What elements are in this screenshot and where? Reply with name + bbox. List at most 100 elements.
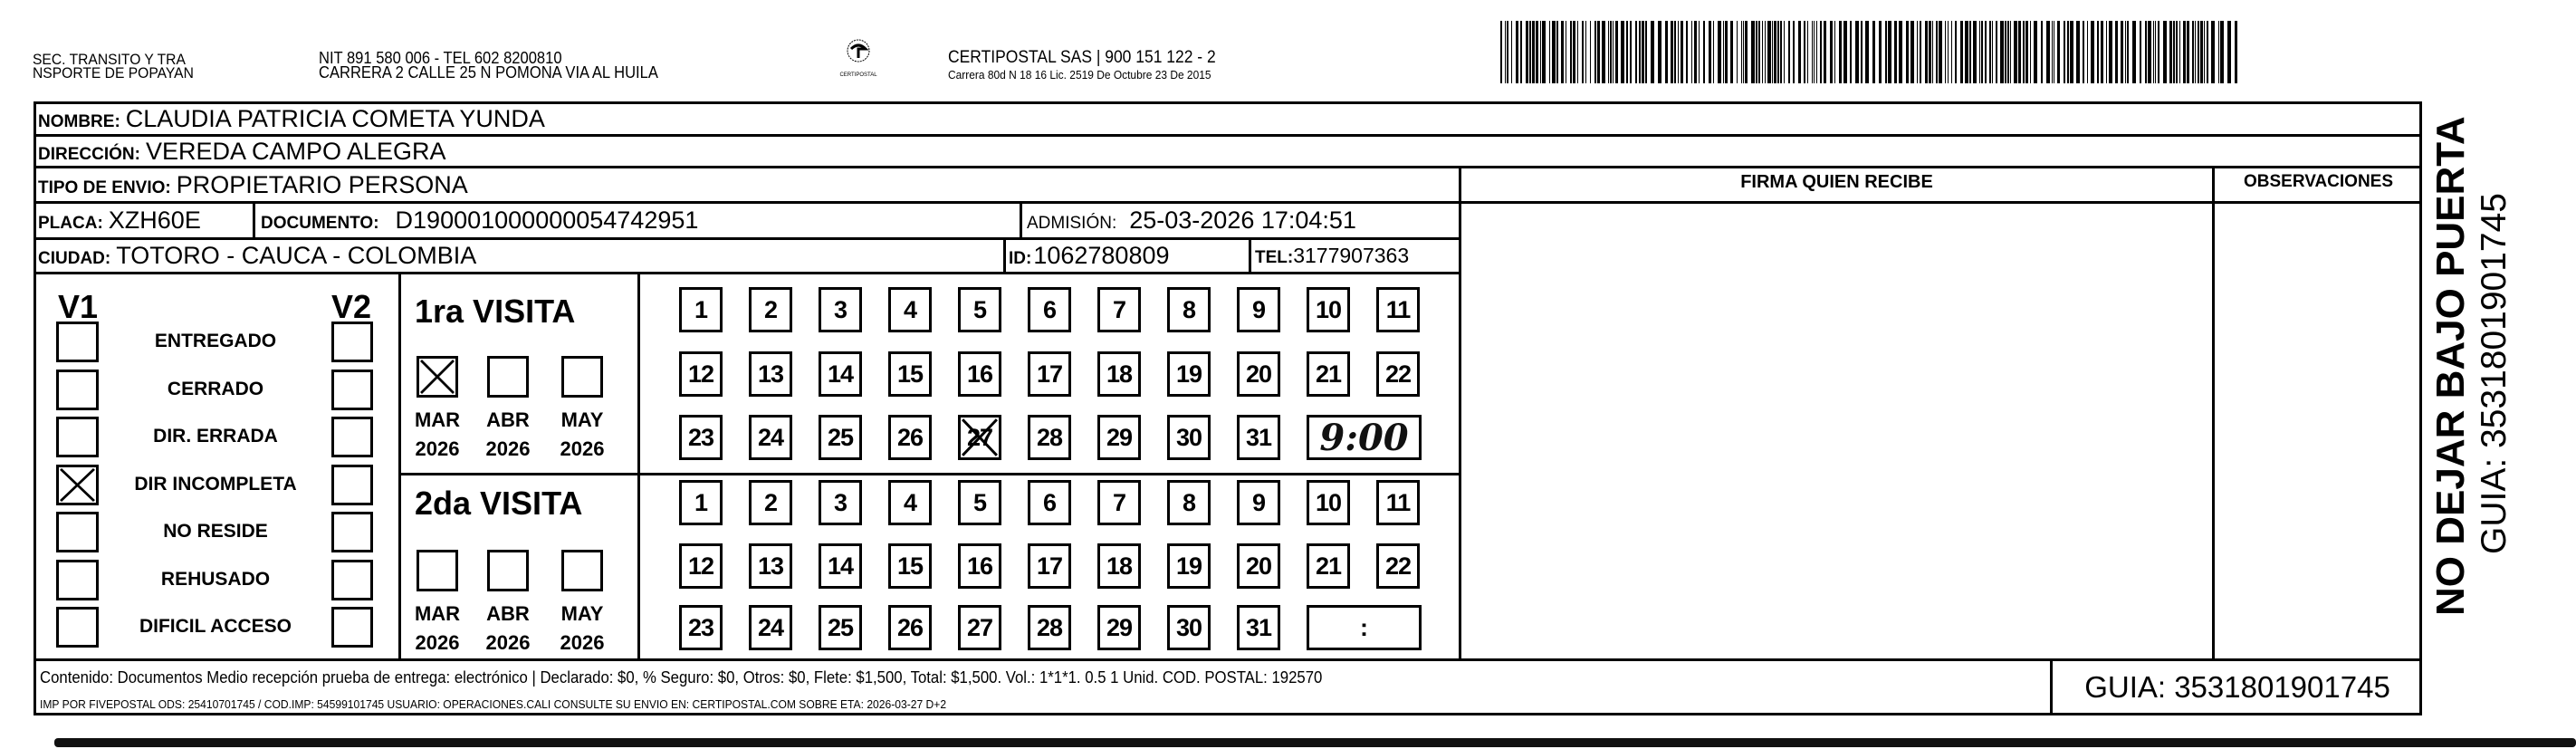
day-box[interactable]: 13 bbox=[749, 351, 792, 397]
day-box[interactable]: 2 bbox=[749, 287, 792, 332]
month-checkbox[interactable] bbox=[561, 356, 603, 398]
day-box[interactable]: 5 bbox=[958, 287, 1001, 332]
v1-checkbox[interactable] bbox=[56, 322, 99, 362]
v2-checkbox[interactable] bbox=[331, 512, 373, 552]
day-number: 14 bbox=[827, 360, 854, 388]
barcode-bar bbox=[2179, 21, 2180, 83]
day-box[interactable]: 29 bbox=[1097, 605, 1141, 650]
month-checkbox[interactable] bbox=[487, 550, 529, 591]
barcode-bar bbox=[2158, 21, 2159, 83]
day-number: 29 bbox=[1106, 423, 1133, 451]
day-box[interactable]: 12 bbox=[679, 351, 723, 397]
v1-checkbox[interactable] bbox=[56, 417, 99, 457]
day-box[interactable]: 29 bbox=[1097, 415, 1141, 460]
day-box[interactable]: 31 bbox=[1237, 605, 1280, 650]
v1-checkbox[interactable] bbox=[56, 464, 99, 505]
day-box[interactable]: 21 bbox=[1307, 543, 1350, 589]
v1-checkbox[interactable] bbox=[56, 369, 99, 410]
day-box[interactable]: 9 bbox=[1237, 480, 1280, 525]
day-box[interactable]: 9 bbox=[1237, 287, 1280, 332]
v1-checkbox[interactable] bbox=[56, 607, 99, 648]
barcode-bar bbox=[1824, 21, 1826, 83]
barcode-bar bbox=[1645, 21, 1647, 83]
v2-checkbox[interactable] bbox=[331, 417, 373, 457]
day-box[interactable]: 6 bbox=[1028, 287, 1071, 332]
month-checkbox[interactable] bbox=[417, 550, 458, 591]
day-box[interactable]: 5 bbox=[958, 480, 1001, 525]
barcode-bar bbox=[2067, 21, 2069, 83]
day-box[interactable]: 24 bbox=[749, 415, 792, 460]
day-box[interactable]: 18 bbox=[1097, 351, 1141, 397]
v1-checkbox[interactable] bbox=[56, 512, 99, 552]
month-year: 2026 bbox=[560, 631, 605, 654]
day-box[interactable]: 7 bbox=[1097, 480, 1141, 525]
time-box[interactable]: 9:00 bbox=[1307, 415, 1422, 460]
v2-checkbox[interactable] bbox=[331, 322, 373, 362]
day-box[interactable]: 15 bbox=[888, 543, 932, 589]
day-box[interactable]: 10 bbox=[1307, 480, 1350, 525]
day-box[interactable]: 15 bbox=[888, 351, 932, 397]
day-box[interactable]: 10 bbox=[1307, 287, 1350, 332]
barcode-bar bbox=[1780, 21, 1782, 83]
day-box[interactable]: 23 bbox=[679, 415, 723, 460]
observations-area[interactable] bbox=[2215, 204, 2422, 658]
v1-checkbox[interactable] bbox=[56, 559, 99, 600]
day-box[interactable]: 31 bbox=[1237, 415, 1280, 460]
day-box[interactable]: 2 bbox=[749, 480, 792, 525]
day-box[interactable]: 1 bbox=[679, 287, 723, 332]
month-checkbox[interactable] bbox=[487, 356, 529, 398]
v2-checkbox[interactable] bbox=[331, 369, 373, 410]
day-box[interactable]: 19 bbox=[1167, 543, 1211, 589]
v2-checkbox[interactable] bbox=[331, 559, 373, 600]
divider bbox=[34, 201, 2422, 204]
day-box[interactable]: 21 bbox=[1307, 351, 1350, 397]
day-box[interactable]: 12 bbox=[679, 543, 723, 589]
day-box[interactable]: 20 bbox=[1237, 543, 1280, 589]
day-number: 3 bbox=[833, 488, 847, 516]
barcode-bar bbox=[1542, 21, 1546, 83]
day-box[interactable]: 28 bbox=[1028, 415, 1071, 460]
day-box[interactable]: 3 bbox=[819, 480, 862, 525]
day-box[interactable]: 30 bbox=[1167, 415, 1211, 460]
day-box[interactable]: 30 bbox=[1167, 605, 1211, 650]
day-box[interactable]: 28 bbox=[1028, 605, 1071, 650]
day-box[interactable]: 27 bbox=[958, 415, 1001, 460]
day-box[interactable]: 17 bbox=[1028, 351, 1071, 397]
barcode-bar bbox=[2091, 21, 2094, 83]
day-box[interactable]: 8 bbox=[1167, 480, 1211, 525]
day-box[interactable]: 24 bbox=[749, 605, 792, 650]
day-box[interactable]: 14 bbox=[819, 351, 862, 397]
day-box[interactable]: 18 bbox=[1097, 543, 1141, 589]
day-box[interactable]: 20 bbox=[1237, 351, 1280, 397]
day-box[interactable]: 11 bbox=[1376, 480, 1420, 525]
day-box[interactable]: 25 bbox=[819, 605, 862, 650]
day-box[interactable]: 23 bbox=[679, 605, 723, 650]
month-checkbox[interactable] bbox=[417, 356, 458, 398]
day-box[interactable]: 8 bbox=[1167, 287, 1211, 332]
day-box[interactable]: 25 bbox=[819, 415, 862, 460]
v2-checkbox[interactable] bbox=[331, 607, 373, 648]
v2-checkbox[interactable] bbox=[331, 464, 373, 505]
day-box[interactable]: 11 bbox=[1376, 287, 1420, 332]
day-box[interactable]: 22 bbox=[1376, 351, 1420, 397]
time-box[interactable]: : bbox=[1307, 605, 1422, 650]
day-box[interactable]: 17 bbox=[1028, 543, 1071, 589]
day-box[interactable]: 19 bbox=[1167, 351, 1211, 397]
day-box[interactable]: 27 bbox=[958, 605, 1001, 650]
day-box[interactable]: 4 bbox=[888, 480, 932, 525]
day-box[interactable]: 22 bbox=[1376, 543, 1420, 589]
day-box[interactable]: 6 bbox=[1028, 480, 1071, 525]
day-box[interactable]: 3 bbox=[819, 287, 862, 332]
day-box[interactable]: 4 bbox=[888, 287, 932, 332]
day-box[interactable]: 26 bbox=[888, 415, 932, 460]
barcode-bar bbox=[2115, 21, 2118, 83]
signature-area[interactable] bbox=[1461, 204, 2212, 658]
day-box[interactable]: 1 bbox=[679, 480, 723, 525]
day-box[interactable]: 16 bbox=[958, 351, 1001, 397]
day-box[interactable]: 16 bbox=[958, 543, 1001, 589]
day-box[interactable]: 7 bbox=[1097, 287, 1141, 332]
day-box[interactable]: 26 bbox=[888, 605, 932, 650]
day-box[interactable]: 13 bbox=[749, 543, 792, 589]
month-checkbox[interactable] bbox=[561, 550, 603, 591]
day-box[interactable]: 14 bbox=[819, 543, 862, 589]
